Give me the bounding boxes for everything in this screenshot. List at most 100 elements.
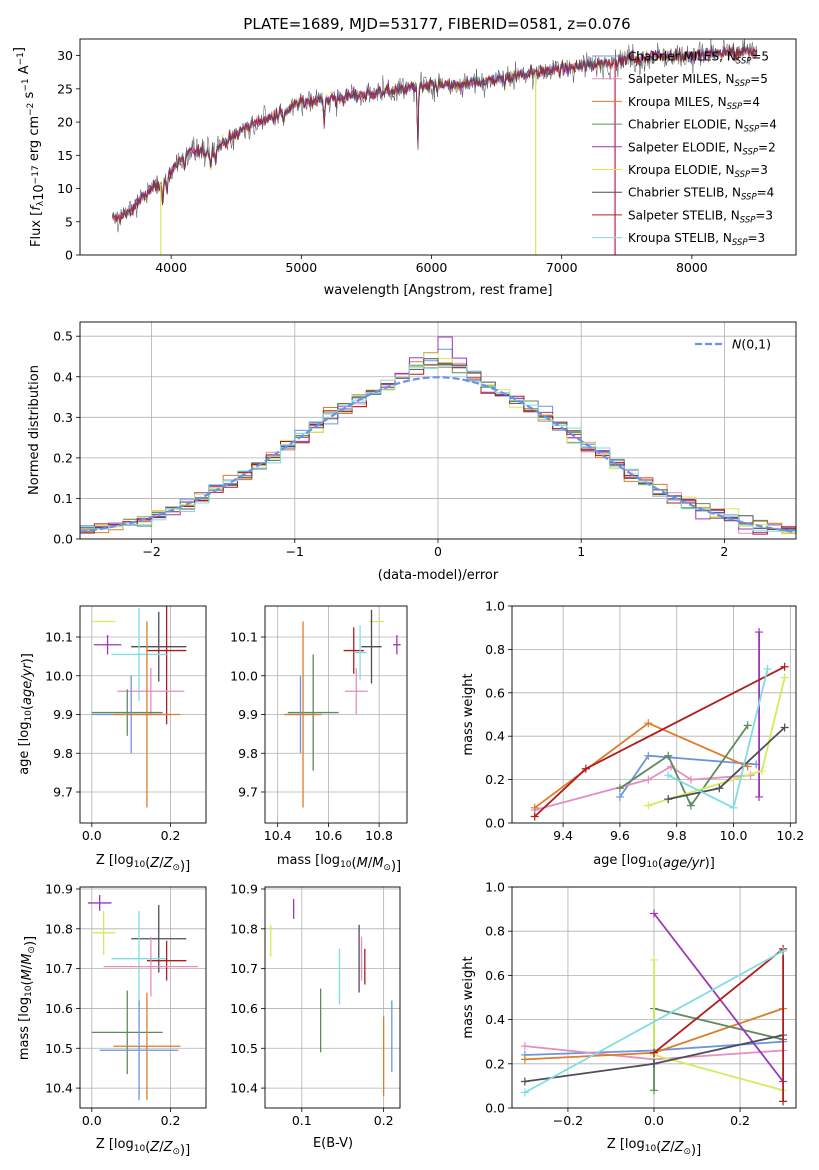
label-part: −1 bbox=[16, 52, 26, 65]
point-salpeter-elodie bbox=[650, 909, 658, 918]
point-chabrier-miles bbox=[644, 751, 653, 760]
label-part: )] bbox=[391, 859, 401, 874]
x-axis-label: E(B-V) bbox=[313, 1136, 353, 1151]
x-tick-label: 4000 bbox=[155, 260, 187, 275]
y-tick-label: 9.9 bbox=[238, 707, 258, 722]
label-part: ( bbox=[145, 856, 150, 871]
legend: Chabrier MILES, N SSP =5 Salpeter MILES, N S… bbox=[592, 50, 777, 248]
mass-vs-metal-panel: 0.0 0.210.410.510.610.710.810.9Z [log10(Z… bbox=[17, 881, 207, 1158]
point-salpeter-miles bbox=[520, 1042, 529, 1051]
y-tick-label: 25 bbox=[57, 81, 73, 96]
x-tick-label: 1 bbox=[577, 544, 585, 559]
y-axis-label: mass weight bbox=[461, 673, 476, 755]
series-chabrier-stelib bbox=[668, 726, 786, 800]
legend-label-text: Salpeter ELODIE, N bbox=[628, 140, 742, 154]
point-kroupa-stelib bbox=[664, 771, 673, 780]
label-part: / bbox=[20, 964, 35, 969]
point-kroupa-miles bbox=[530, 803, 539, 812]
label-part: 10 bbox=[645, 1144, 657, 1154]
point-chabrier-elodie bbox=[615, 784, 624, 793]
x-tick-label: 0.0 bbox=[82, 828, 102, 843]
label-part: ( bbox=[352, 856, 357, 871]
legend-label-text: =5 bbox=[750, 72, 768, 86]
point-chabrier-elodie bbox=[743, 721, 752, 730]
y-tick-label: 0.0 bbox=[485, 1101, 505, 1116]
axes-frame bbox=[511, 886, 797, 1109]
legend-label-text: Chabrier STELIB, N bbox=[628, 186, 741, 200]
legend-label-sub: SSP bbox=[742, 147, 758, 157]
label-part: 10 bbox=[340, 860, 352, 870]
legend-label-text: =3 bbox=[755, 208, 773, 222]
normal-curve bbox=[80, 376, 796, 533]
label-part: / bbox=[368, 856, 373, 871]
y-axis-label: Normed distribution bbox=[27, 365, 42, 495]
point-chabrier-stelib bbox=[650, 1059, 658, 1068]
x-tick-label: −1 bbox=[286, 544, 304, 559]
y-tick-label: 30 bbox=[57, 48, 73, 63]
y-axis-label: age [log10(age/yr)] bbox=[17, 653, 35, 775]
label-part: Z bbox=[163, 856, 174, 871]
x-axis-label: Z [log10(Z/Z⊙)] bbox=[607, 1137, 701, 1158]
label-part: )] bbox=[23, 936, 38, 946]
x-tick-label: 0.2 bbox=[730, 1113, 750, 1128]
x-tick-label: 8000 bbox=[676, 260, 708, 275]
label-part: / bbox=[670, 1140, 675, 1155]
label-part: )] bbox=[705, 856, 715, 871]
label-part: ⊙ bbox=[27, 946, 37, 954]
label-part: ( bbox=[20, 705, 35, 710]
legend-label-text: =4 bbox=[742, 95, 760, 109]
point-kroupa-elodie bbox=[780, 673, 789, 682]
label-part: 10 bbox=[24, 985, 34, 997]
legend-label-text: N bbox=[732, 337, 742, 352]
point-chabrier-stelib bbox=[664, 795, 673, 804]
point-chabrier-miles bbox=[615, 792, 624, 801]
label-part: )] bbox=[180, 1143, 190, 1158]
y-tick-label: 9.8 bbox=[53, 746, 73, 761]
legend-label-sub: SSP bbox=[744, 125, 760, 135]
y-tick-label: 0.6 bbox=[485, 968, 505, 983]
plot-area bbox=[512, 887, 796, 1108]
y-tick-label: 10.8 bbox=[45, 921, 73, 936]
legend-label-text: Chabrier MILES, N bbox=[628, 50, 736, 64]
label-part: M bbox=[20, 954, 35, 965]
legend-label-text: =2 bbox=[758, 140, 776, 154]
spectrum-panel: 4000 5000 6000 7000 8000 0 5 10 15 20 25 30 Chabrier… bbox=[12, 38, 797, 298]
point-chabrier-elodie bbox=[664, 751, 673, 760]
x-axis-label: mass [log10(M/M⊙)] bbox=[277, 853, 401, 874]
label-part: )] bbox=[180, 859, 190, 874]
label-part: / bbox=[159, 856, 164, 871]
y-tick-label: 0.4 bbox=[485, 729, 505, 744]
label-part: Z bbox=[674, 1140, 685, 1155]
legend-label-text: =3 bbox=[750, 163, 768, 177]
y-tick-label: 10.9 bbox=[45, 881, 73, 896]
legend-label-text: =4 bbox=[757, 186, 775, 200]
residuals-panel: −2 −1 0 1 2 0.0 0.1 0.2 0.3 0.4 0.5 N(0,1) (data-mod… bbox=[27, 321, 797, 583]
label-part: ( bbox=[145, 1140, 150, 1155]
tick-group: 4000 5000 6000 7000 8000 0 5 10 15 20 25 30 bbox=[57, 48, 708, 275]
plot-area bbox=[112, 39, 758, 255]
y-tick-label: 0.2 bbox=[485, 1056, 505, 1071]
label-part: Z bbox=[163, 1140, 174, 1155]
label-part: 10 bbox=[134, 1144, 146, 1154]
x-tick-label: 2 bbox=[720, 544, 728, 559]
y-tick-label: 0.0 bbox=[53, 532, 73, 547]
legend-label-text: Salpeter MILES, N bbox=[628, 72, 735, 86]
tick-group: −2 −1 0 1 2 0.0 0.1 0.2 0.3 0.4 0.5 bbox=[53, 329, 728, 559]
label-part: ( bbox=[656, 1140, 661, 1155]
point-kroupa-stelib bbox=[729, 803, 738, 812]
label-part: λ bbox=[36, 200, 46, 206]
y-tick-label: 9.7 bbox=[53, 785, 73, 800]
label-part: ( bbox=[658, 856, 663, 871]
x-tick-label: 0.1 bbox=[292, 1113, 312, 1128]
y-tick-label: 1.0 bbox=[485, 880, 505, 895]
x-tick-label: 7000 bbox=[546, 260, 578, 275]
point-kroupa-elodie bbox=[650, 955, 658, 964]
y-tick-label: 10.0 bbox=[45, 668, 73, 683]
y-tick-label: 0.8 bbox=[485, 924, 505, 939]
x-tick-label: 0.2 bbox=[161, 828, 181, 843]
point-kroupa-miles bbox=[520, 1055, 529, 1064]
series-kroupa-elodie bbox=[648, 677, 786, 807]
label-part: M bbox=[372, 856, 383, 871]
label-part: ⊙ bbox=[172, 1147, 180, 1157]
